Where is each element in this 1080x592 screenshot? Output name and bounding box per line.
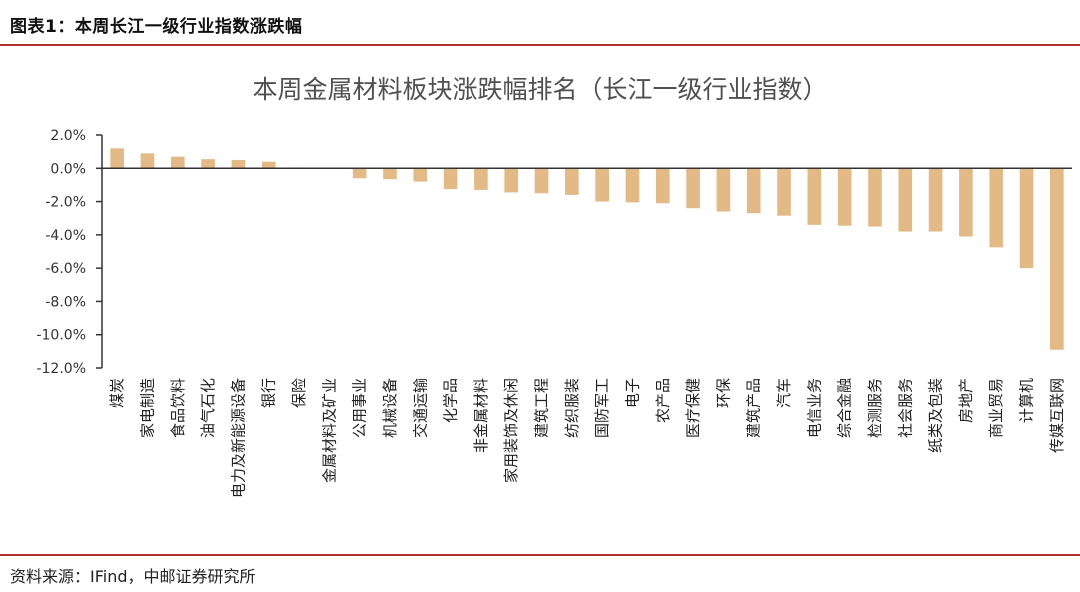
bar [898,168,913,232]
chart-title: 本周金属材料板块涨跌幅排名（长江一级行业指数） [252,75,828,104]
bar [989,168,1004,248]
bar [352,168,367,179]
y-tick-label: -8.0% [45,294,86,310]
bar [413,168,428,182]
bar [231,159,246,169]
bar [959,168,973,237]
y-tick-label: -12.0% [36,361,86,377]
bar [625,168,640,203]
source-note: 资料来源：IFind，中邮证券研究所 [10,567,256,586]
bar [928,168,943,232]
x-category-label: 公用事业 [351,378,369,438]
x-category-label: 电子 [623,378,641,408]
x-category-label: 检测服务 [866,378,884,438]
bar [655,168,670,204]
x-category-label: 非金属材料 [472,378,490,453]
x-category-label: 家用装饰及休闲 [502,378,520,483]
bar [777,168,791,216]
bar [110,148,124,169]
bar [686,168,700,209]
y-tick-label: -2.0% [45,195,86,211]
bar [383,168,397,180]
x-category-label: 电信业务 [805,378,823,438]
bar [504,168,519,193]
bar [170,156,185,169]
x-category-label: 计算机 [1018,378,1036,423]
x-category-label: 金属材料及矿业 [320,378,338,483]
x-category-label: 房地产 [957,378,975,423]
bar [140,153,155,169]
x-category-label: 煤炭 [108,378,126,408]
x-category-label: 机械设备 [381,378,399,438]
bar [807,168,822,225]
category-labels: 煤炭 家电制造 食品饮料 油气石化 电力及新能源设备 银行 保险 金属材料及矿业 公用事业 机械设… [108,378,1066,498]
bar [746,168,761,214]
x-category-label: 建筑工程 [533,378,551,438]
bar [261,161,276,169]
x-category-label: 国防军工 [593,378,611,438]
x-category-label: 环保 [714,378,732,408]
bar [1019,168,1034,269]
x-category-label: 综合金融 [836,378,854,438]
x-category-label: 商业贸易 [987,378,1005,438]
y-tick-label: -4.0% [45,228,86,244]
y-tick-label: -10.0% [36,328,86,344]
bar [1050,168,1064,350]
y-tick-label: 2.0% [50,128,86,144]
x-category-label: 汽车 [775,378,793,408]
x-category-label: 交通运输 [411,378,429,438]
header-rule [0,44,1080,46]
figure-caption: 图表1：本周长江一级行业指数涨跌幅 [10,17,303,37]
bar [443,168,458,190]
x-category-label: 农产品 [654,378,672,423]
x-category-label: 食品饮料 [169,378,187,438]
x-category-label: 社会服务 [896,378,914,438]
bar [716,168,731,212]
x-category-label: 银行 [260,378,278,408]
bar [595,168,609,202]
y-tick-label: -6.0% [45,261,86,277]
x-category-label: 化学品 [442,378,460,423]
x-category-label: 纺织服装 [563,378,581,438]
bar [565,168,579,195]
x-category-label: 医疗保健 [684,378,702,438]
x-category-label: 传媒互联网 [1048,378,1066,453]
x-category-label: 建筑产品 [745,378,763,438]
y-axis: 2.0% 0.0% -2.0% -4.0% -6.0% -8.0% -10.0% -12.0% [36,128,103,377]
bars [110,148,1064,350]
y-tick-label: 0.0% [50,161,86,177]
bar [201,159,215,169]
x-category-label: 油气石化 [199,378,217,438]
bar [534,168,549,194]
x-category-label: 家电制造 [138,378,156,438]
footer-rule [0,554,1080,556]
bar [474,168,488,190]
bar [868,168,882,227]
figure-header: 图表1：本周长江一级行业指数涨跌幅 [0,0,1080,44]
x-category-label: 保险 [290,378,308,408]
x-category-label: 电力及新能源设备 [229,378,247,498]
bar [837,168,852,226]
x-category-label: 纸类及包装 [927,378,945,453]
